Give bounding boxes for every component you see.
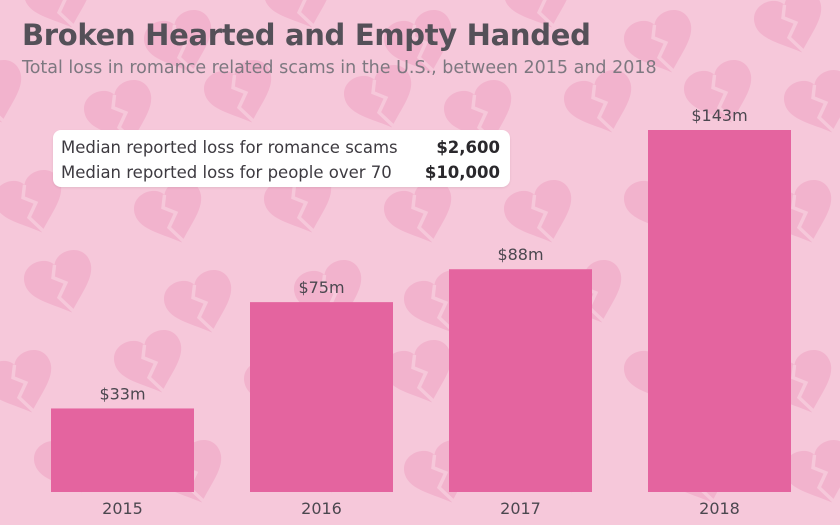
- median-loss-value: $2,600: [436, 137, 500, 157]
- data-label-2015: $33m: [99, 384, 145, 403]
- data-label-2018: $143m: [691, 106, 747, 125]
- bar-2016: [250, 302, 393, 492]
- median-loss-box: Median reported loss for romance scams $…: [53, 130, 510, 187]
- x-tick-2017: 2017: [500, 499, 541, 518]
- median-loss-over70-label: Median reported loss for people over 70: [61, 162, 392, 182]
- data-label-2016: $75m: [298, 278, 344, 297]
- bar-2018: [648, 130, 791, 492]
- x-tick-2018: 2018: [699, 499, 740, 518]
- median-loss-over70-value: $10,000: [424, 162, 500, 182]
- data-label-2017: $88m: [497, 245, 543, 264]
- bar-2015: [51, 408, 194, 492]
- x-tick-2016: 2016: [301, 499, 342, 518]
- median-loss-row: Median reported loss for romance scams $…: [61, 134, 500, 160]
- chart-title: Broken Hearted and Empty Handed: [22, 18, 591, 52]
- x-tick-2015: 2015: [102, 499, 143, 518]
- median-loss-label: Median reported loss for romance scams: [61, 137, 398, 157]
- chart-subtitle: Total loss in romance related scams in t…: [22, 58, 657, 78]
- bar-2017: [449, 269, 592, 492]
- median-loss-over70-row: Median reported loss for people over 70 …: [61, 159, 500, 185]
